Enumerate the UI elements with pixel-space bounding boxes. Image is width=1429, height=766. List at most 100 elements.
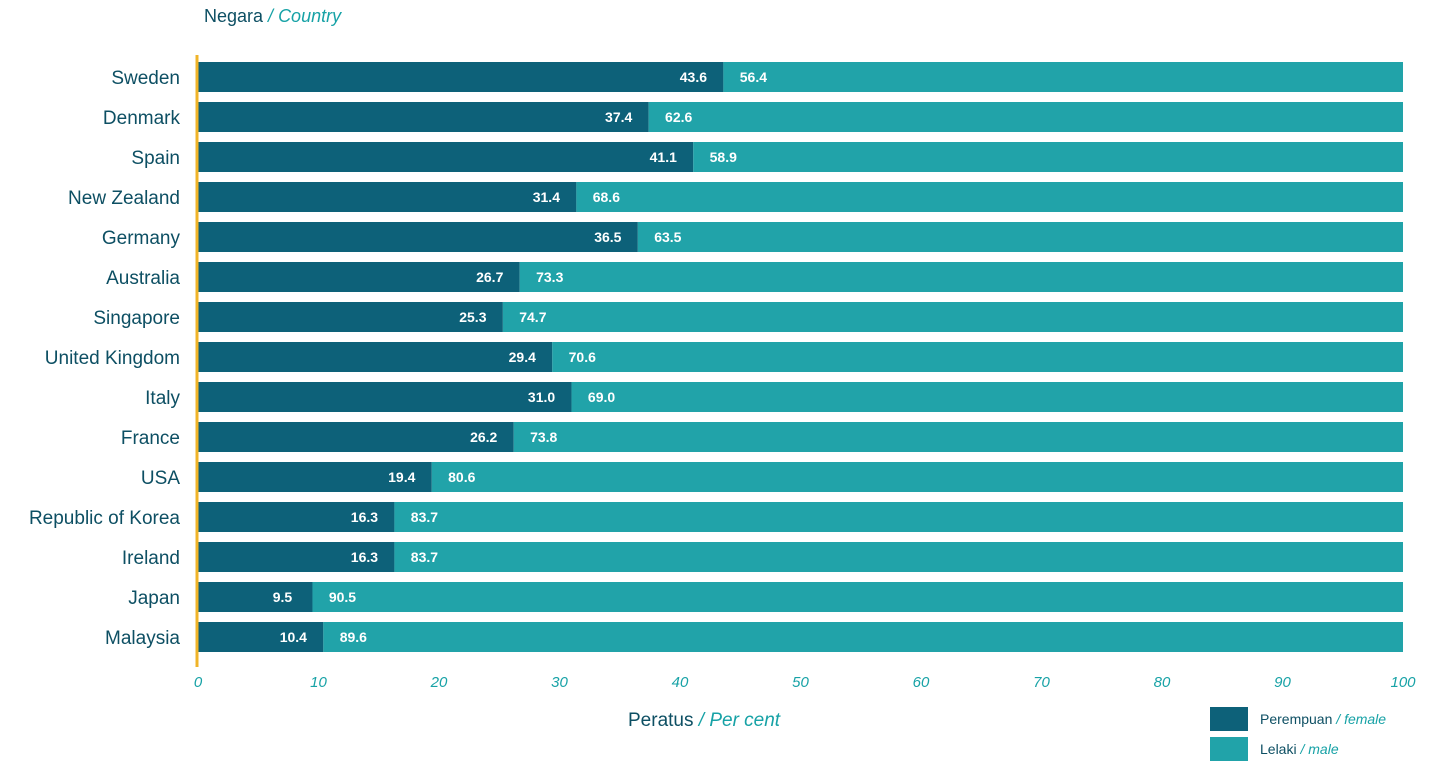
category-label-italy: Italy <box>145 388 180 409</box>
data-label-male-united-kingdom: 70.6 <box>569 349 596 365</box>
data-label-female-usa: 19.4 <box>388 469 415 485</box>
y-axis-title-english: Country <box>278 6 342 26</box>
x-tick-label-10: 10 <box>310 674 327 691</box>
data-label-female-japan: 9.5 <box>273 589 293 605</box>
data-label-female-ireland: 16.3 <box>351 549 378 565</box>
bar-female-usa <box>198 462 432 492</box>
data-label-female-republic-of-korea: 16.3 <box>351 509 378 525</box>
bar-male-ireland <box>394 542 1403 572</box>
bar-female-denmark <box>198 102 649 132</box>
category-label-france: France <box>121 428 180 449</box>
category-label-united-kingdom: United Kingdom <box>45 348 180 369</box>
category-label-ireland: Ireland <box>122 548 180 569</box>
bar-female-united-kingdom <box>198 342 553 372</box>
bar-female-germany <box>198 222 638 252</box>
data-label-male-singapore: 74.7 <box>519 309 546 325</box>
data-label-female-france: 26.2 <box>470 429 497 445</box>
data-label-male-australia: 73.3 <box>536 269 563 285</box>
bar-male-sweden <box>723 62 1403 92</box>
data-label-female-united-kingdom: 29.4 <box>509 349 536 365</box>
legend-label-male: Lelaki / male <box>1260 741 1339 757</box>
x-tick-label-90: 90 <box>1274 674 1291 691</box>
category-label-new-zealand: New Zealand <box>68 188 180 209</box>
data-label-male-sweden: 56.4 <box>740 69 767 85</box>
data-label-male-malaysia: 89.6 <box>340 629 367 645</box>
bar-female-france <box>198 422 514 452</box>
legend-item-female: Perempuan / female <box>1210 706 1386 732</box>
data-label-female-denmark: 37.4 <box>605 109 632 125</box>
category-label-japan: Japan <box>128 588 180 609</box>
bar-female-singapore <box>198 302 503 332</box>
x-tick-label-0: 0 <box>194 674 203 691</box>
data-label-female-germany: 36.5 <box>594 229 621 245</box>
bar-female-japan <box>198 582 313 612</box>
legend-swatch-female <box>1210 707 1248 731</box>
bar-female-malaysia <box>198 622 324 652</box>
y-axis-title-main: Negara <box>204 6 264 26</box>
bar-female-new-zealand <box>198 182 577 212</box>
data-label-female-spain: 41.1 <box>650 149 677 165</box>
x-axis-title-separator: / <box>693 710 710 731</box>
legend-item-male: Lelaki / male <box>1210 736 1386 762</box>
data-label-female-australia: 26.7 <box>476 269 503 285</box>
bar-chart: 43.6 56.4 Sweden 37.4 62.6 Denmark 41.1 58.9 Spa… <box>29 55 1416 691</box>
data-label-male-new-zealand: 68.6 <box>593 189 620 205</box>
x-tick-label-30: 30 <box>551 674 568 691</box>
data-label-male-ireland: 83.7 <box>411 549 438 565</box>
legend-label-female: Perempuan / female <box>1260 711 1387 727</box>
y-axis-title: Negara / Country <box>204 6 341 27</box>
legend-swatch-male <box>1210 737 1248 761</box>
bar-male-new-zealand <box>576 182 1403 212</box>
bar-male-denmark <box>648 102 1403 132</box>
x-tick-label-100: 100 <box>1390 674 1416 691</box>
data-label-female-italy: 31.0 <box>528 389 555 405</box>
x-tick-label-50: 50 <box>792 674 809 691</box>
bar-female-australia <box>198 262 520 292</box>
x-tick-label-70: 70 <box>1033 674 1050 691</box>
bar-male-malaysia <box>323 622 1403 652</box>
category-label-malaysia: Malaysia <box>105 628 180 649</box>
x-axis-title-main: Peratus <box>628 710 694 731</box>
bar-male-germany <box>637 222 1403 252</box>
data-label-male-usa: 80.6 <box>448 469 475 485</box>
bar-male-australia <box>519 262 1403 292</box>
data-label-female-singapore: 25.3 <box>459 309 486 325</box>
x-tick-label-80: 80 <box>1154 674 1171 691</box>
x-tick-label-40: 40 <box>672 674 689 691</box>
bar-male-usa <box>431 462 1403 492</box>
x-axis-title: Peratus / Per cent <box>628 710 780 732</box>
bar-female-spain <box>198 142 694 172</box>
category-label-sweden: Sweden <box>111 68 180 89</box>
data-label-male-japan: 90.5 <box>329 589 356 605</box>
x-tick-label-60: 60 <box>913 674 930 691</box>
bar-female-italy <box>198 382 572 412</box>
bar-male-japan <box>312 582 1404 612</box>
legend: Perempuan / female Lelaki / male <box>1210 706 1386 766</box>
category-label-singapore: Singapore <box>93 308 180 329</box>
x-tick-label-20: 20 <box>430 674 448 691</box>
category-label-australia: Australia <box>106 268 180 289</box>
y-axis-title-separator: / <box>263 6 279 26</box>
bar-male-singapore <box>502 302 1403 332</box>
data-label-male-germany: 63.5 <box>654 229 681 245</box>
data-label-female-malaysia: 10.4 <box>280 629 307 645</box>
bar-male-france <box>513 422 1403 452</box>
data-label-male-denmark: 62.6 <box>665 109 692 125</box>
data-label-male-spain: 58.9 <box>710 149 737 165</box>
category-label-republic-of-korea: Republic of Korea <box>29 508 180 529</box>
bar-male-italy <box>571 382 1403 412</box>
bar-female-republic-of-korea <box>198 502 395 532</box>
data-label-female-new-zealand: 31.4 <box>533 189 560 205</box>
data-label-male-republic-of-korea: 83.7 <box>411 509 438 525</box>
bar-male-united-kingdom <box>552 342 1403 372</box>
category-label-germany: Germany <box>102 228 181 249</box>
data-label-female-sweden: 43.6 <box>680 69 707 85</box>
data-label-male-italy: 69.0 <box>588 389 615 405</box>
bar-female-ireland <box>198 542 395 572</box>
category-label-usa: USA <box>141 468 180 489</box>
category-label-spain: Spain <box>131 148 180 169</box>
bar-male-spain <box>693 142 1403 172</box>
data-label-male-france: 73.8 <box>530 429 557 445</box>
bar-female-sweden <box>198 62 724 92</box>
bar-male-republic-of-korea <box>394 502 1403 532</box>
